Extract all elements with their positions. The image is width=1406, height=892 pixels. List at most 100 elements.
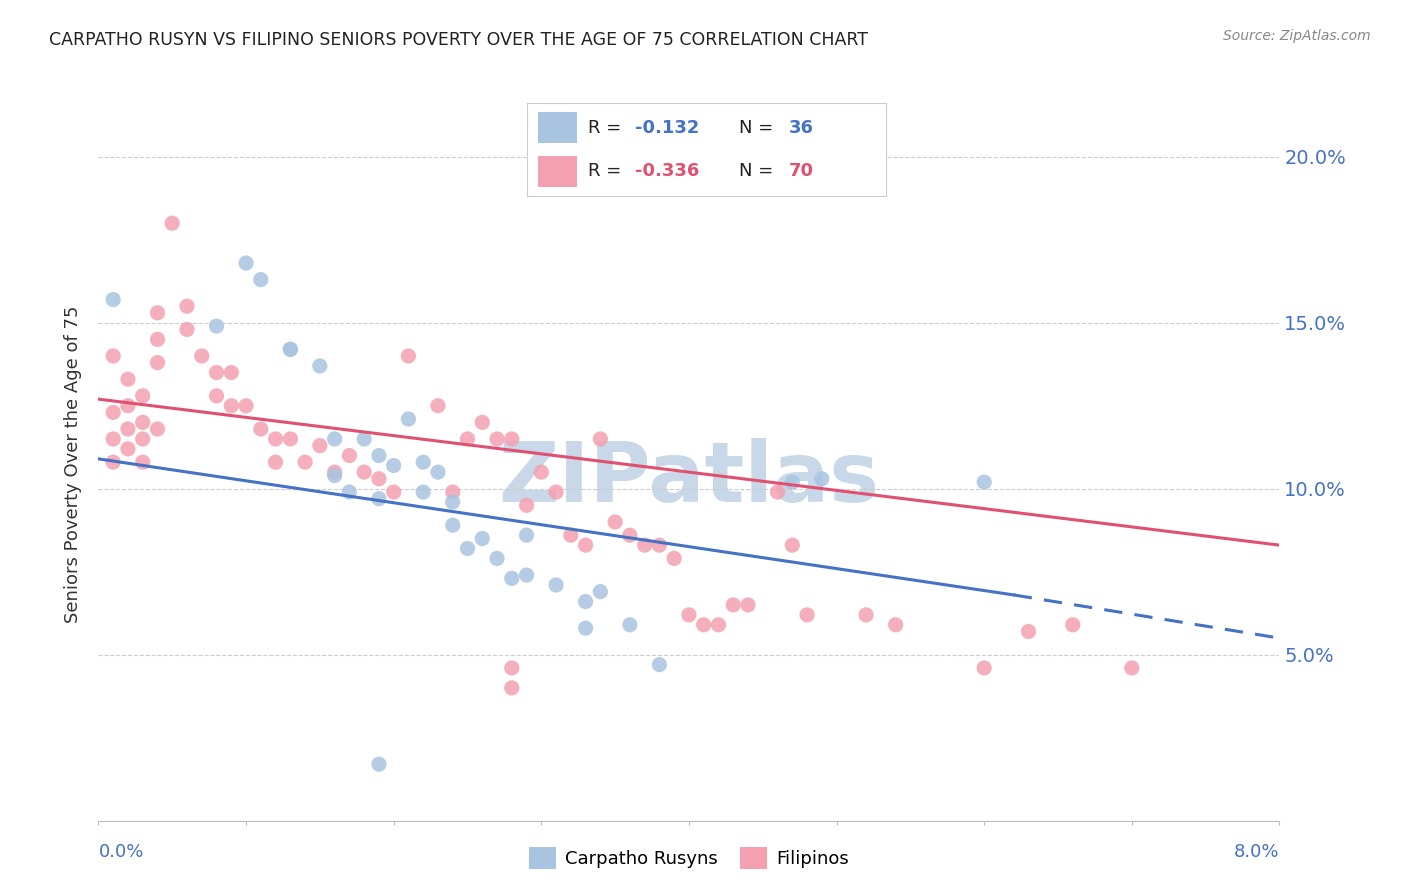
Point xyxy=(501,571,523,585)
Point xyxy=(782,538,804,552)
Point xyxy=(648,657,671,672)
Text: R =: R = xyxy=(588,119,627,136)
Point xyxy=(250,422,273,436)
Point xyxy=(501,681,523,695)
Point xyxy=(219,399,242,413)
Text: -0.132: -0.132 xyxy=(636,119,699,136)
Point xyxy=(367,757,389,772)
Point xyxy=(810,472,832,486)
Point xyxy=(546,578,568,592)
Point xyxy=(515,568,537,582)
Point xyxy=(219,366,242,380)
Point xyxy=(766,485,789,500)
Point xyxy=(176,322,198,336)
Point xyxy=(441,485,464,500)
Point xyxy=(796,607,818,622)
Point xyxy=(396,349,419,363)
Point xyxy=(382,458,405,473)
Point xyxy=(278,432,302,446)
Point xyxy=(337,449,360,463)
Point xyxy=(574,538,596,552)
Point xyxy=(648,538,671,552)
Point xyxy=(235,256,257,270)
Point xyxy=(205,366,228,380)
Point xyxy=(132,432,155,446)
Point xyxy=(367,491,389,506)
Point xyxy=(205,319,228,334)
Point xyxy=(176,299,198,313)
Text: 70: 70 xyxy=(789,162,814,180)
Point xyxy=(560,528,582,542)
Point xyxy=(721,598,744,612)
Point xyxy=(117,399,139,413)
Point xyxy=(973,661,995,675)
Point xyxy=(501,661,523,675)
Point xyxy=(855,607,877,622)
Text: -0.336: -0.336 xyxy=(636,162,699,180)
Point xyxy=(884,617,907,632)
Point xyxy=(1017,624,1039,639)
FancyBboxPatch shape xyxy=(538,156,578,187)
Text: R =: R = xyxy=(588,162,627,180)
Text: Source: ZipAtlas.com: Source: ZipAtlas.com xyxy=(1223,29,1371,43)
Point xyxy=(589,432,612,446)
Point xyxy=(589,584,612,599)
Point xyxy=(574,621,596,635)
Point xyxy=(264,455,287,469)
Point xyxy=(501,432,523,446)
Point xyxy=(146,306,169,320)
Point xyxy=(323,468,346,483)
Point xyxy=(485,432,508,446)
Point xyxy=(678,607,700,622)
Point xyxy=(103,349,125,363)
Point xyxy=(353,465,375,479)
Point xyxy=(103,432,125,446)
Point xyxy=(471,532,494,546)
Point xyxy=(337,485,360,500)
Point xyxy=(574,594,596,608)
Point xyxy=(412,455,434,469)
Text: 0.0%: 0.0% xyxy=(98,843,143,861)
Point xyxy=(382,485,405,500)
Point xyxy=(235,399,257,413)
FancyBboxPatch shape xyxy=(538,112,578,143)
Point xyxy=(441,518,464,533)
Point xyxy=(396,412,419,426)
Point xyxy=(426,465,449,479)
Point xyxy=(294,455,316,469)
Point xyxy=(250,272,273,286)
Point xyxy=(973,475,995,489)
Point xyxy=(426,399,449,413)
Point xyxy=(132,389,155,403)
Point xyxy=(103,293,125,307)
Point xyxy=(633,538,655,552)
Point xyxy=(782,475,804,489)
Point xyxy=(605,515,627,529)
Point xyxy=(162,216,183,230)
Text: CARPATHO RUSYN VS FILIPINO SENIORS POVERTY OVER THE AGE OF 75 CORRELATION CHART: CARPATHO RUSYN VS FILIPINO SENIORS POVER… xyxy=(49,31,869,49)
Point xyxy=(456,541,478,556)
Point xyxy=(103,455,125,469)
Point xyxy=(619,617,641,632)
Point xyxy=(1121,661,1143,675)
Point xyxy=(441,495,464,509)
Point xyxy=(737,598,759,612)
Point xyxy=(619,528,641,542)
Point xyxy=(456,432,478,446)
Text: ZIPatlas: ZIPatlas xyxy=(499,438,879,518)
Text: N =: N = xyxy=(738,119,779,136)
Point xyxy=(117,442,139,456)
Point xyxy=(278,343,302,357)
Point xyxy=(146,356,169,370)
Point xyxy=(278,343,302,357)
Point xyxy=(367,449,389,463)
Point xyxy=(117,422,139,436)
Point xyxy=(132,455,155,469)
Point xyxy=(323,432,346,446)
Point xyxy=(412,485,434,500)
Point xyxy=(1062,617,1084,632)
Point xyxy=(471,415,494,429)
Point xyxy=(117,372,139,386)
Legend: Carpatho Rusyns, Filipinos: Carpatho Rusyns, Filipinos xyxy=(522,839,856,876)
Point xyxy=(308,439,332,453)
